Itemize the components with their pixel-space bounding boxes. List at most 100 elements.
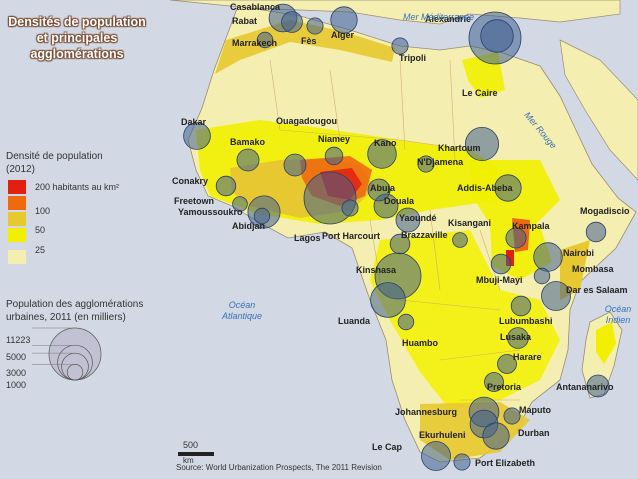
city-label-alger: Alger — [331, 30, 355, 40]
city-circle-tripoli — [391, 37, 409, 55]
city-label-casablanca: Casablanca — [230, 2, 281, 12]
population-legend-value-1000: 1000 — [6, 380, 27, 390]
city-label-dakar: Dakar — [181, 117, 207, 127]
city-label-nairobi: Nairobi — [563, 248, 595, 258]
city-circle-durban — [482, 422, 510, 450]
city-label-pretoria: Pretoria — [487, 382, 522, 392]
city-circle-n-djamena — [417, 155, 435, 173]
density-swatch-100 — [8, 196, 26, 210]
city-label-kinshasa: Kinshasa — [356, 265, 397, 275]
city-label-kampala: Kampala — [512, 221, 550, 231]
city-circle-dakar — [183, 122, 211, 150]
city-circle-harare — [497, 354, 517, 374]
city-label-lusaka: Lusaka — [500, 332, 532, 342]
city-label-yamoussoukro: Yamoussoukro — [178, 207, 243, 217]
density-label-25: 25 — [35, 245, 46, 255]
city-circle-kano — [367, 139, 397, 169]
city-circle-dar-es-salaam — [541, 281, 571, 311]
city-circle-kampala — [505, 227, 527, 249]
scale-value: 500 — [183, 440, 199, 450]
city-circle-luanda — [370, 282, 406, 318]
city-label-douala: Douala — [384, 196, 415, 206]
city-label-dar-es-salaam: Dar es Salaam — [566, 285, 628, 295]
city-circle-alger — [330, 6, 358, 34]
city-label-bamako: Bamako — [230, 137, 266, 147]
city-label-kano: Kano — [374, 138, 397, 148]
city-label-ekurhuleni: Ekurhuleni — [419, 430, 466, 440]
city-circle-maputo — [503, 407, 521, 425]
city-label-alexandrie: Alexandrie — [425, 14, 472, 24]
city-label-luanda: Luanda — [338, 316, 371, 326]
city-label-kisangani: Kisangani — [448, 218, 492, 228]
city-label-rabat: Rabat — [232, 16, 258, 26]
city-label-maputo: Maputo — [519, 405, 551, 415]
population-legend-value-5000: 5000 — [6, 352, 27, 362]
population-legend-value-3000: 3000 — [6, 368, 27, 378]
city-label-marrakech: Marrakech — [232, 38, 278, 48]
city-circle-mombasa — [533, 267, 551, 285]
population-legend-value-11223: 11223 — [6, 335, 31, 345]
city-label-n-djamena: N'Djamena — [417, 157, 464, 167]
city-label-durban: Durban — [518, 428, 550, 438]
city-circle-fes — [306, 17, 324, 35]
city-circle-port-harcourt — [341, 199, 359, 217]
city-label-le-cap: Le Cap — [372, 442, 403, 452]
city-circle-khartoum — [464, 127, 499, 162]
city-label-khartoum: Khartoum — [438, 143, 481, 153]
city-label-fes: Fès — [301, 36, 317, 46]
density-swatch-low — [8, 250, 26, 264]
city-label-port-elizabeth: Port Elizabeth — [475, 458, 536, 468]
sea-label-indian: Océan Indien — [604, 304, 632, 325]
city-circle-kisangani — [452, 232, 468, 248]
city-label-mogadiscio: Mogadiscio — [580, 206, 630, 216]
city-label-lagos: Lagos — [294, 233, 321, 243]
city-circle-lubumbashi — [510, 295, 532, 317]
city-circle-ouagadougou — [283, 153, 307, 177]
legend-panel: Densités de population et principales ag… — [0, 0, 170, 479]
city-circle-brazzaville — [389, 233, 411, 255]
city-circle-addis-abeba — [494, 174, 522, 202]
city-circle-conakry — [215, 175, 237, 197]
city-label-abuja: Abuja — [370, 183, 396, 193]
city-circle-mbuji-mayi — [490, 253, 512, 275]
density-legend-heading: Densité de population (2012) — [6, 151, 103, 175]
city-label-brazzaville: Brazzaville — [401, 230, 448, 240]
city-label-johannesburg: Johannesburg — [395, 407, 458, 417]
city-circle-bamako — [236, 148, 260, 172]
city-label-tripoli: Tripoli — [399, 53, 426, 63]
city-circle-alexandrie — [480, 19, 514, 53]
city-circle-le-cap — [421, 441, 451, 471]
city-circle-huambo — [397, 313, 415, 331]
city-label-addis-abeba: Addis-Abeba — [457, 183, 513, 193]
city-circle-rabat — [281, 11, 303, 33]
density-swatch-50 — [8, 212, 26, 226]
city-circle-yamoussoukro — [253, 207, 271, 225]
scale-unit: km — [183, 456, 194, 465]
density-swatch-25 — [8, 228, 26, 242]
sea-label-atlantic: Océan Atlantique — [222, 300, 263, 321]
density-label-50: 50 — [35, 225, 46, 235]
city-label-abidjan: Abidjan — [232, 221, 265, 231]
city-circle-niamey — [324, 146, 344, 166]
city-circle-mogadiscio — [585, 221, 607, 243]
density-swatch-200 — [8, 180, 26, 194]
city-label-conakry: Conakry — [172, 176, 209, 186]
density-label-200: 200 habitants au km² — [35, 182, 120, 192]
city-circle-antananarivo — [586, 374, 610, 398]
city-label-mombasa: Mombasa — [572, 264, 614, 274]
map-title: Densités de population et principales ag… — [8, 15, 146, 61]
city-label-lubumbashi: Lubumbashi — [499, 316, 553, 326]
city-circle-freetown — [232, 196, 248, 212]
city-circle-yaounde — [395, 207, 421, 233]
sea-label-mediterranean: Mer Méditerranée — [403, 12, 475, 22]
source-note: Source: World Urbanization Prospects, Th… — [176, 463, 382, 472]
city-circle-port-elizabeth — [453, 453, 471, 471]
population-legend-heading: Population des agglomérations urbaines, … — [6, 299, 144, 323]
city-label-huambo: Huambo — [402, 338, 438, 348]
scale-bar — [178, 452, 214, 456]
city-circle-pretoria — [484, 372, 504, 392]
city-label-ouagadougou: Ouagadougou — [276, 116, 337, 126]
city-circle-abuja — [367, 178, 391, 202]
city-label-mbuji-mayi: Mbuji-Mayi — [476, 275, 523, 285]
